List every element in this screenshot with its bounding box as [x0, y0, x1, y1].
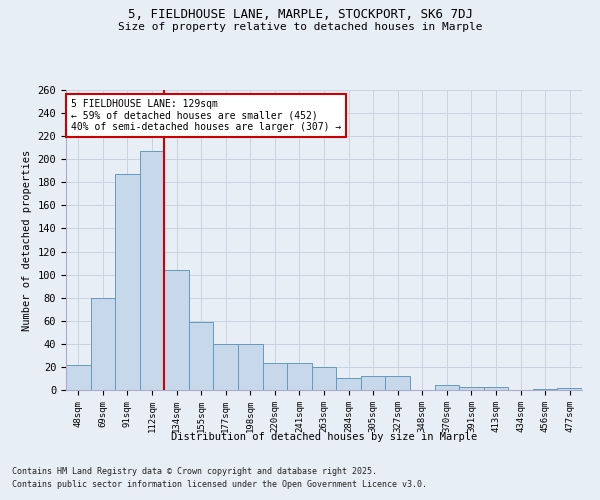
Bar [385, 376, 410, 390]
Bar [533, 389, 557, 390]
Bar [434, 386, 459, 390]
Bar [287, 364, 312, 390]
Text: 5, FIELDHOUSE LANE, MARPLE, STOCKPORT, SK6 7DJ: 5, FIELDHOUSE LANE, MARPLE, STOCKPORT, S… [128, 8, 473, 20]
Bar [263, 364, 287, 390]
Bar [214, 344, 238, 390]
Bar [189, 322, 214, 390]
Bar [459, 386, 484, 390]
Bar [140, 151, 164, 390]
Text: 5 FIELDHOUSE LANE: 129sqm
← 59% of detached houses are smaller (452)
40% of semi: 5 FIELDHOUSE LANE: 129sqm ← 59% of detac… [71, 99, 341, 132]
Bar [484, 386, 508, 390]
Text: Contains HM Land Registry data © Crown copyright and database right 2025.: Contains HM Land Registry data © Crown c… [12, 468, 377, 476]
Bar [361, 376, 385, 390]
Bar [312, 367, 336, 390]
Bar [336, 378, 361, 390]
Bar [238, 344, 263, 390]
Bar [557, 388, 582, 390]
Bar [115, 174, 140, 390]
Text: Contains public sector information licensed under the Open Government Licence v3: Contains public sector information licen… [12, 480, 427, 489]
Bar [91, 298, 115, 390]
Text: Distribution of detached houses by size in Marple: Distribution of detached houses by size … [171, 432, 477, 442]
Y-axis label: Number of detached properties: Number of detached properties [22, 150, 32, 330]
Text: Size of property relative to detached houses in Marple: Size of property relative to detached ho… [118, 22, 482, 32]
Bar [164, 270, 189, 390]
Bar [66, 364, 91, 390]
